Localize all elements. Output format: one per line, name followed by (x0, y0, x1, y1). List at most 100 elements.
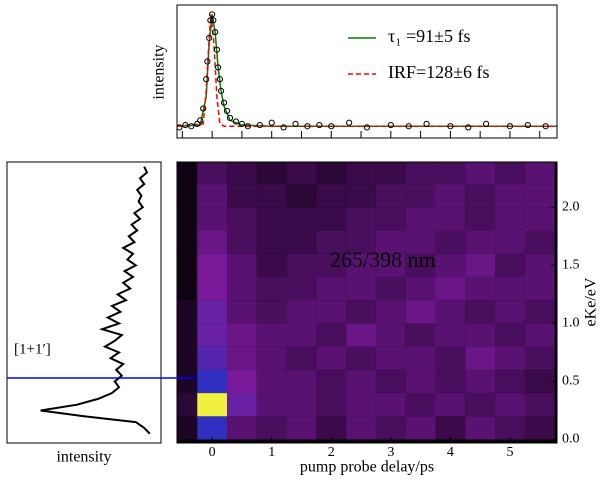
heat-cell (197, 276, 228, 301)
heat-cell (375, 162, 406, 185)
data-point (244, 123, 251, 130)
annotation: 265/398 nm (330, 247, 436, 272)
data-point (447, 123, 454, 130)
heat-cell (435, 162, 466, 185)
heat-cell (256, 416, 287, 440)
left-x-label: intensity (56, 449, 111, 466)
heat-cell (524, 162, 555, 185)
heat-cell (346, 230, 376, 254)
y-tick-label: 1.5 (562, 258, 580, 273)
heat-cell (346, 369, 376, 394)
heat-cell (405, 323, 436, 347)
heat-cell (227, 162, 257, 185)
heat-cell (405, 276, 436, 301)
heat-cell (177, 300, 198, 324)
heat-cell (465, 162, 496, 185)
heat-cell (435, 346, 466, 370)
heat-cell (405, 393, 436, 417)
heat-cell (316, 162, 347, 185)
heat-cell (375, 184, 406, 208)
x-tick-label: 4 (447, 445, 454, 460)
heat-cell (227, 369, 257, 394)
data-point (203, 76, 210, 83)
heat-cell (227, 346, 257, 370)
data-point (506, 123, 514, 130)
data-point (238, 120, 246, 127)
heat-cell (375, 300, 406, 324)
heat-cell (316, 300, 347, 324)
heat-cell (197, 300, 228, 324)
heat-cell (435, 253, 466, 277)
data-point (542, 123, 549, 130)
heat-cell (346, 207, 376, 231)
heat-cell (405, 184, 436, 208)
heat-cell (227, 416, 257, 440)
heat-cell (286, 369, 317, 394)
heat-cell (465, 207, 496, 231)
heat-cell (465, 416, 496, 440)
data-point (209, 11, 216, 18)
heat-cell (495, 184, 525, 208)
heat-cell (177, 393, 198, 417)
heat-cell (256, 162, 287, 185)
data-point (182, 121, 189, 129)
heat-cell (286, 162, 317, 185)
y-tick-label: 1.0 (562, 316, 580, 331)
heat-cell (375, 253, 406, 277)
heat-cell (197, 416, 228, 440)
heat-cell (375, 323, 406, 347)
data-point (387, 121, 394, 129)
fit-line (177, 14, 557, 127)
heat-cell (286, 276, 317, 301)
heat-cell (346, 323, 376, 347)
heat-cell (197, 369, 228, 394)
heat-cell (286, 253, 317, 277)
heat-cell (435, 369, 466, 394)
heat-cell (465, 300, 496, 324)
x-tick-label: 0 (209, 445, 216, 460)
legend-label: IRF=128±6 fs (388, 62, 490, 82)
heat-cell (286, 393, 317, 417)
heat-cell (197, 393, 228, 417)
heat-cell (346, 276, 376, 301)
heat-cell (316, 323, 347, 347)
data-point (226, 114, 234, 122)
heat-cell (286, 300, 317, 324)
heat-cell (197, 207, 228, 231)
heat-cell (316, 346, 347, 370)
legend-label: τ₁ =91±5 fs (388, 26, 471, 46)
data-point (200, 105, 207, 112)
heat-cell (286, 230, 317, 254)
heat-cell (524, 393, 555, 417)
heat-cell (405, 300, 436, 324)
heat-cell (197, 323, 228, 347)
data-point (223, 107, 231, 115)
x-tick-label: 3 (387, 445, 394, 460)
data-point (316, 121, 323, 129)
heat-cell (524, 300, 555, 324)
y-tick-label: 2.0 (562, 200, 580, 215)
data-point (483, 120, 490, 127)
heat-cell (465, 230, 496, 254)
heat-cell (524, 346, 555, 370)
heat-cell (524, 276, 555, 301)
heat-cell (375, 369, 406, 394)
heat-cell (375, 276, 406, 301)
heat-cell (375, 230, 406, 254)
data-point (328, 123, 335, 130)
heat-cell (435, 323, 466, 347)
heat-cell (495, 300, 525, 324)
heat-cell (227, 184, 257, 208)
data-point (177, 124, 183, 131)
heat-cell (256, 369, 287, 394)
heat-cell (524, 184, 555, 208)
heat-cell (227, 253, 257, 277)
heat-cell (316, 230, 347, 254)
heat-cell (316, 253, 347, 277)
heat-cell (435, 393, 466, 417)
heat-cell (435, 300, 466, 324)
heat-cell (227, 323, 257, 347)
data-point (216, 76, 223, 83)
heat-cell (316, 276, 347, 301)
heat-cell (227, 393, 257, 417)
